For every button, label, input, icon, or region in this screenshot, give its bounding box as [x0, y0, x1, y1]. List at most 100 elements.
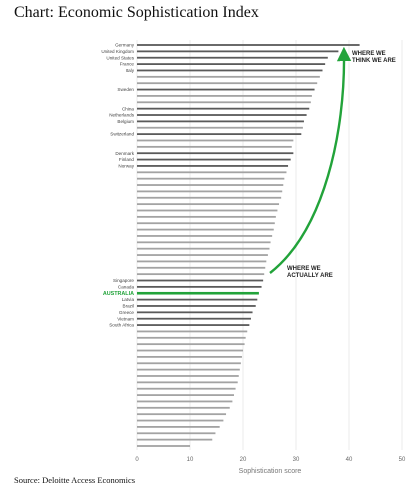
bar-belgium — [137, 120, 304, 123]
bar-norway — [137, 165, 289, 167]
bar-vietnam — [137, 317, 251, 320]
category-label: Vietnam — [117, 316, 134, 321]
bar — [137, 387, 236, 390]
bar — [137, 432, 216, 435]
category-label: China — [122, 106, 134, 111]
bar — [137, 381, 238, 384]
bars — [137, 44, 360, 447]
bar — [137, 184, 284, 186]
bar — [137, 394, 234, 396]
bar — [137, 260, 267, 263]
category-label: United Kingdom — [101, 49, 134, 54]
bar — [137, 126, 303, 129]
bar-denmark — [137, 152, 294, 155]
x-axis-ticks: 0 10 20 30 40 50 — [135, 457, 406, 463]
bar-australia — [137, 291, 259, 295]
bar — [137, 438, 213, 441]
x-tick-label: 10 — [187, 457, 194, 463]
bar — [137, 406, 230, 409]
x-tick-label: 50 — [399, 457, 406, 463]
bar — [137, 235, 273, 237]
category-label: Finland — [119, 157, 135, 162]
bar — [137, 171, 287, 174]
bar-switzerland — [137, 133, 302, 136]
bar — [137, 241, 271, 244]
progress-arrow — [269, 46, 352, 274]
bar-netherlands — [137, 114, 307, 116]
bar-brazil — [137, 305, 256, 307]
category-label: Norway — [118, 164, 134, 169]
actual-annotation: WHERE WE ACTUALLY ARE — [287, 266, 333, 279]
bar — [137, 139, 294, 142]
source-note: Source: Deloitte Access Economics — [14, 475, 136, 485]
bar — [137, 375, 239, 377]
bar-canada — [137, 285, 262, 288]
x-axis-title: Sophistication score — [239, 468, 302, 475]
bar — [137, 190, 283, 193]
category-label: AUSTRALIA — [103, 291, 134, 297]
bar — [137, 254, 268, 256]
bar — [137, 95, 312, 97]
bar-sweden — [137, 88, 315, 91]
category-label: Netherlands — [109, 113, 134, 118]
bar — [137, 343, 245, 346]
category-label: France — [120, 62, 135, 67]
bar-italy — [137, 69, 323, 72]
bar-singapore — [137, 279, 264, 282]
bar — [137, 426, 220, 428]
x-tick-label: 20 — [240, 457, 247, 463]
bar — [137, 101, 311, 104]
bar — [137, 419, 224, 422]
bar-latvia — [137, 298, 258, 301]
bar — [137, 209, 278, 212]
category-label: Switzerland — [110, 132, 134, 137]
x-tick-label: 30 — [293, 457, 300, 463]
bar — [137, 330, 248, 333]
chart-title: Chart: Economic Sophistication Index — [14, 4, 259, 21]
bar — [137, 349, 243, 352]
category-label: Italy — [126, 68, 135, 73]
bar — [137, 413, 227, 416]
category-label: Brazil — [123, 304, 135, 309]
category-label: Singapore — [113, 278, 134, 283]
x-tick-label: 0 — [135, 457, 139, 463]
category-label: South Africa — [109, 323, 134, 328]
bar-united-states — [137, 56, 328, 59]
bar-france — [137, 63, 326, 65]
bar — [137, 177, 285, 180]
bar — [137, 266, 266, 269]
category-label: Latvia — [122, 297, 135, 302]
x-tick-label: 40 — [346, 457, 353, 463]
bar — [137, 75, 320, 78]
bar-china — [137, 107, 310, 110]
bar — [137, 445, 190, 447]
bar — [137, 336, 246, 339]
category-label: Sweden — [117, 87, 134, 92]
category-label: Greece — [119, 310, 135, 315]
category-label: United States — [106, 55, 134, 60]
category-label: Canada — [118, 284, 135, 289]
bar — [137, 215, 276, 218]
bar — [137, 196, 282, 199]
bar-south-africa — [137, 324, 250, 326]
bar — [137, 228, 274, 231]
think-annotation: WHERE WE THINK WE ARE — [352, 51, 396, 64]
category-label: Denmark — [115, 151, 134, 156]
bar — [137, 203, 280, 206]
bar — [137, 145, 292, 148]
bar-united-kingdom — [137, 50, 339, 53]
bar — [137, 82, 318, 85]
bar — [137, 368, 240, 371]
bar — [137, 222, 275, 225]
bar — [137, 355, 242, 358]
bar — [137, 247, 270, 250]
bar-finland — [137, 158, 291, 161]
category-label: Germany — [115, 43, 135, 48]
bar — [137, 362, 241, 365]
bar — [137, 273, 265, 276]
bar-germany — [137, 44, 360, 46]
bar — [137, 400, 233, 403]
bar-greece — [137, 311, 253, 314]
